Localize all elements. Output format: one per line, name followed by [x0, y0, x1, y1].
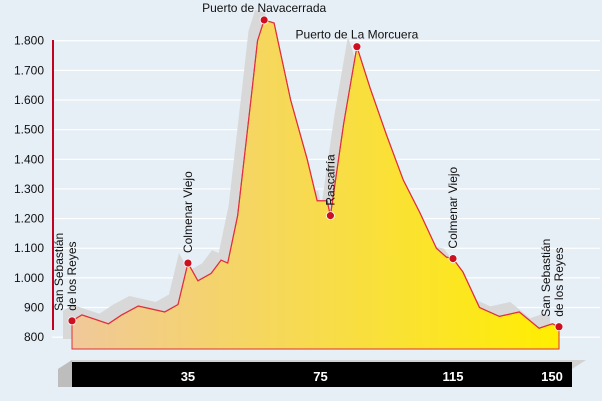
y-tick-label: 1.200 — [14, 212, 44, 226]
profile-line — [71, 19, 560, 329]
peak-label: Puerto de Navacerrada — [202, 1, 326, 15]
y-tick-label: 1.600 — [14, 93, 44, 107]
place-label: Colmenar Viejo — [181, 171, 195, 253]
y-tick-label: 1.100 — [14, 241, 44, 255]
y-tick-label: 1.400 — [14, 152, 44, 166]
marker-point — [326, 211, 335, 221]
place-label: Rascafría — [323, 154, 337, 206]
x-tick-label: 75 — [313, 369, 327, 384]
place-label: de los Reyes — [552, 247, 566, 316]
place-label: San Sebastián — [539, 239, 553, 317]
place-label: de los Reyes — [65, 241, 79, 310]
y-tick-label: 900 — [24, 301, 44, 315]
place-label: San Sebastián — [52, 233, 66, 311]
y-tick-labels: 800 900 1.000 1.100 1.200 1.300 1.400 1.500 1.60… — [14, 34, 44, 344]
distance-bar-side — [58, 360, 72, 387]
y-tick-label: 800 — [24, 330, 44, 344]
marker-point — [67, 316, 77, 326]
marker-point — [259, 15, 269, 25]
y-tick-label: 1.300 — [14, 182, 44, 196]
x-tick-label: 115 — [442, 369, 463, 384]
marker-point — [448, 254, 458, 263]
y-tick-label: 1.000 — [14, 271, 44, 285]
y-tick-label: 1.500 — [14, 123, 44, 137]
distance-bar: 35 75 115 150 — [58, 360, 586, 387]
marker-point — [352, 42, 362, 52]
place-label: Colmenar Viejo — [446, 166, 460, 248]
x-tick-label: 35 — [181, 369, 195, 384]
marker-point — [554, 322, 564, 332]
y-tick-label: 1.700 — [14, 63, 44, 77]
distance-bar-body — [72, 362, 572, 387]
peak-label: Puerto de La Morcuera — [296, 28, 419, 42]
x-tick-label: 150 — [541, 369, 563, 384]
marker-point — [183, 258, 193, 268]
y-tick-label: 1.800 — [14, 34, 44, 48]
